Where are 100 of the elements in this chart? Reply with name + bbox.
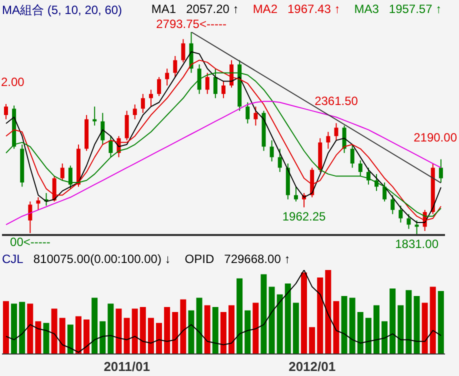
bar bbox=[196, 298, 202, 354]
bar bbox=[438, 291, 444, 354]
bar bbox=[188, 310, 194, 354]
annotation: 1831.00 bbox=[395, 237, 439, 251]
bar bbox=[260, 274, 267, 354]
bar bbox=[390, 288, 396, 354]
candlestick bbox=[173, 55, 178, 78]
annotation: 2361.50 bbox=[314, 94, 358, 108]
candlestick bbox=[278, 148, 282, 172]
candlestick bbox=[406, 214, 411, 230]
text: 810075.00(0.00:100.00) ↓ bbox=[33, 252, 171, 266]
bar bbox=[406, 290, 412, 354]
bar bbox=[284, 283, 291, 354]
bar bbox=[140, 306, 146, 354]
candlestick bbox=[36, 196, 40, 210]
candlestick bbox=[68, 165, 72, 190]
bar bbox=[116, 308, 122, 354]
bar bbox=[276, 294, 283, 354]
candlestick bbox=[165, 68, 170, 86]
candlestick bbox=[358, 160, 362, 177]
bar bbox=[317, 278, 324, 354]
bar bbox=[35, 321, 42, 354]
bar bbox=[252, 302, 259, 354]
bar bbox=[292, 302, 299, 354]
bar bbox=[19, 302, 26, 354]
annotation: 2.00 bbox=[1, 75, 25, 90]
candlestick bbox=[181, 38, 186, 63]
bar bbox=[67, 324, 74, 354]
bar bbox=[212, 306, 218, 354]
bar bbox=[92, 298, 98, 354]
text: MA1 bbox=[151, 2, 176, 16]
bar bbox=[100, 321, 106, 354]
bar bbox=[156, 322, 162, 354]
annotation: 2793.75<----- bbox=[156, 17, 226, 31]
bar bbox=[124, 318, 130, 354]
text: 1967.43 ↑ bbox=[288, 2, 340, 16]
candlestick bbox=[382, 182, 387, 202]
bar bbox=[333, 301, 340, 354]
bar bbox=[108, 304, 114, 354]
bar bbox=[365, 318, 372, 354]
candlestick bbox=[100, 112, 105, 146]
candlestick bbox=[140, 93, 145, 114]
bar bbox=[148, 318, 154, 354]
bar bbox=[43, 322, 50, 354]
bar bbox=[228, 305, 234, 354]
bar bbox=[180, 299, 186, 354]
bar bbox=[164, 306, 170, 354]
candlestick bbox=[28, 200, 32, 234]
candlestick bbox=[342, 125, 346, 154]
candlestick bbox=[221, 80, 226, 99]
candlestick bbox=[326, 131, 330, 150]
candlestick bbox=[254, 106, 258, 126]
bar bbox=[244, 310, 251, 354]
candlestick bbox=[124, 110, 129, 141]
bar bbox=[172, 312, 178, 354]
candlestick bbox=[398, 205, 403, 224]
candlestick bbox=[132, 104, 137, 120]
x-tick-label: 2011/01 bbox=[104, 359, 150, 374]
candlestick bbox=[294, 186, 298, 202]
text: OPID bbox=[184, 252, 214, 266]
bar bbox=[414, 296, 420, 354]
candlestick bbox=[148, 89, 153, 108]
candlestick bbox=[350, 144, 354, 168]
candlestick bbox=[92, 106, 97, 126]
bar bbox=[341, 296, 348, 354]
bar bbox=[51, 308, 58, 354]
bar bbox=[398, 305, 404, 354]
candlestick bbox=[438, 158, 443, 183]
candlestick bbox=[4, 104, 8, 120]
candlestick bbox=[108, 136, 113, 158]
bar bbox=[325, 270, 332, 354]
text: MA2 bbox=[252, 2, 278, 16]
bar bbox=[373, 305, 380, 354]
candlestick bbox=[414, 220, 419, 235]
bar bbox=[382, 321, 388, 354]
bar bbox=[204, 305, 210, 354]
bar bbox=[75, 316, 82, 354]
annotation: 00<----- bbox=[10, 235, 50, 250]
bar bbox=[430, 286, 436, 354]
bar bbox=[11, 304, 18, 354]
bar bbox=[132, 308, 138, 354]
x-tick-label: 2012/01 bbox=[288, 359, 336, 374]
bar bbox=[422, 302, 428, 354]
chart-title: MA組合 (5, 10, 20, 60) bbox=[2, 2, 122, 19]
bar bbox=[236, 278, 243, 354]
text: 2057.20 ↑ bbox=[186, 2, 239, 16]
bar bbox=[268, 286, 275, 354]
bar bbox=[309, 327, 316, 354]
text: 729668.00 ↑ bbox=[224, 252, 290, 266]
text: MA3 bbox=[354, 2, 379, 16]
bar bbox=[220, 312, 226, 354]
bar bbox=[300, 272, 307, 354]
bar bbox=[357, 312, 364, 354]
candlestick bbox=[246, 102, 250, 124]
bar bbox=[59, 318, 66, 354]
bar bbox=[84, 320, 90, 354]
candlestick bbox=[205, 72, 210, 94]
candlestick bbox=[157, 76, 162, 97]
text: 1957.57 ↑ bbox=[388, 2, 442, 16]
bar bbox=[2, 301, 9, 354]
